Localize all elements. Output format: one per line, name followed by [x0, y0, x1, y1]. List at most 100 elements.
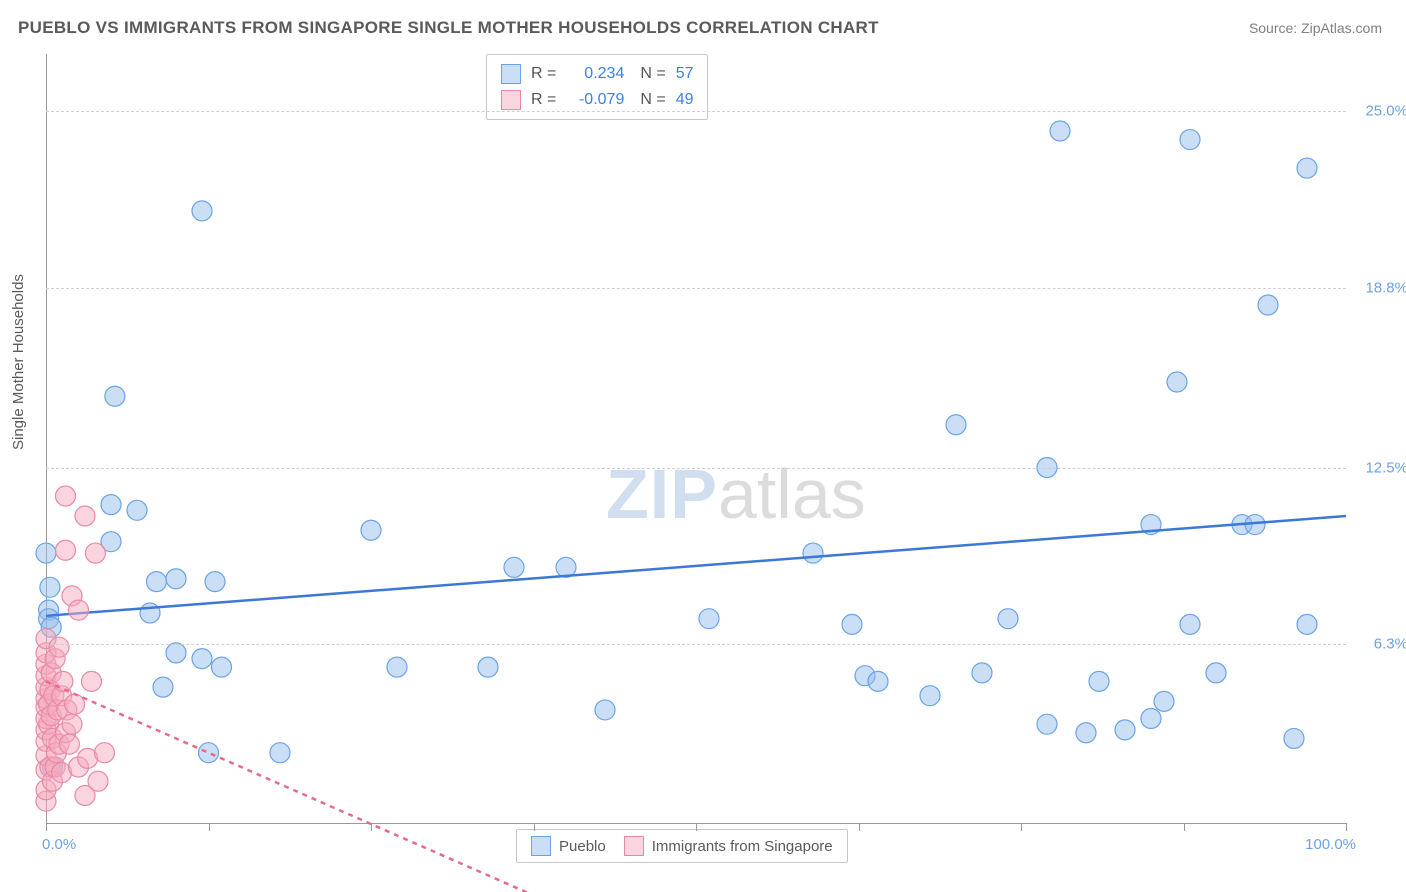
data-point [920, 686, 940, 706]
data-point [595, 700, 615, 720]
gridline [46, 111, 1346, 112]
data-point [1089, 671, 1109, 691]
data-point [1258, 295, 1278, 315]
data-point [153, 677, 173, 697]
data-point [205, 572, 225, 592]
gridline [46, 644, 1346, 645]
swatch-pueblo [531, 836, 551, 856]
data-point [1284, 728, 1304, 748]
data-point [387, 657, 407, 677]
data-point [88, 771, 108, 791]
r-label: R = [531, 65, 556, 83]
plot-area: ZIPatlas R = 0.234 N = 57 R = -0.079 N =… [46, 54, 1346, 824]
data-point [504, 557, 524, 577]
data-point [192, 201, 212, 221]
data-point [1037, 714, 1057, 734]
data-point [946, 415, 966, 435]
data-point [40, 577, 60, 597]
y-tick-label: 25.0% [1365, 103, 1406, 120]
data-point [75, 506, 95, 526]
data-point [212, 657, 232, 677]
x-tick-min: 0.0% [42, 836, 76, 853]
n-value-pueblo: 57 [676, 65, 694, 83]
y-tick-label: 6.3% [1374, 636, 1406, 653]
data-point [95, 743, 115, 763]
data-point [803, 543, 823, 563]
x-tick [209, 823, 210, 831]
x-tick [371, 823, 372, 831]
r-value-singapore: -0.079 [566, 91, 624, 109]
data-point [842, 614, 862, 634]
data-point [53, 671, 73, 691]
swatch-singapore [624, 836, 644, 856]
y-tick-label: 12.5% [1365, 459, 1406, 476]
trend-line [46, 516, 1346, 616]
data-point [101, 495, 121, 515]
data-point [998, 609, 1018, 629]
data-point [1297, 614, 1317, 634]
data-point [62, 714, 82, 734]
data-point [59, 734, 79, 754]
data-point [147, 572, 167, 592]
legend-item-pueblo: Pueblo [531, 836, 606, 856]
n-value-singapore: 49 [676, 91, 694, 109]
x-tick [46, 823, 47, 831]
data-point [82, 671, 102, 691]
data-point [1297, 158, 1317, 178]
y-axis-label: Single Mother Households [10, 274, 27, 450]
data-point [1206, 663, 1226, 683]
data-point [1115, 720, 1135, 740]
legend-row-singapore: R = -0.079 N = 49 [501, 87, 693, 113]
data-point [1076, 723, 1096, 743]
chart-svg [46, 54, 1346, 823]
gridline [46, 288, 1346, 289]
x-tick-max: 100.0% [1305, 836, 1356, 853]
legend-item-singapore: Immigrants from Singapore [624, 836, 833, 856]
x-tick [534, 823, 535, 831]
data-point [270, 743, 290, 763]
data-point [85, 543, 105, 563]
data-point [166, 569, 186, 589]
data-point [65, 694, 85, 714]
data-point [56, 540, 76, 560]
data-point [1154, 691, 1174, 711]
data-point [972, 663, 992, 683]
data-point [1167, 372, 1187, 392]
source-attribution: Source: ZipAtlas.com [1249, 20, 1382, 36]
series-legend: Pueblo Immigrants from Singapore [516, 829, 848, 863]
data-point [56, 486, 76, 506]
r-value-pueblo: 0.234 [566, 65, 624, 83]
data-point [361, 520, 381, 540]
data-point [166, 643, 186, 663]
data-point [69, 600, 89, 620]
data-point [1141, 708, 1161, 728]
x-tick [859, 823, 860, 831]
gridline [46, 468, 1346, 469]
x-tick [696, 823, 697, 831]
data-point [1050, 121, 1070, 141]
chart-title: PUEBLO VS IMMIGRANTS FROM SINGAPORE SING… [18, 18, 879, 38]
data-point [192, 649, 212, 669]
data-point [140, 603, 160, 623]
legend-row-pueblo: R = 0.234 N = 57 [501, 61, 693, 87]
n-label: N = [640, 65, 665, 83]
n-label: N = [640, 91, 665, 109]
data-point [36, 543, 56, 563]
legend-label-pueblo: Pueblo [559, 838, 606, 855]
data-point [1180, 614, 1200, 634]
data-point [127, 500, 147, 520]
data-point [105, 386, 125, 406]
x-tick [1346, 823, 1347, 831]
y-tick-label: 18.8% [1365, 279, 1406, 296]
data-point [1180, 130, 1200, 150]
data-point [478, 657, 498, 677]
x-tick [1021, 823, 1022, 831]
swatch-pueblo [501, 64, 521, 84]
swatch-singapore [501, 90, 521, 110]
data-point [699, 609, 719, 629]
legend-label-singapore: Immigrants from Singapore [652, 838, 833, 855]
x-tick [1184, 823, 1185, 831]
data-point [49, 637, 69, 657]
r-label: R = [531, 91, 556, 109]
data-point [868, 671, 888, 691]
